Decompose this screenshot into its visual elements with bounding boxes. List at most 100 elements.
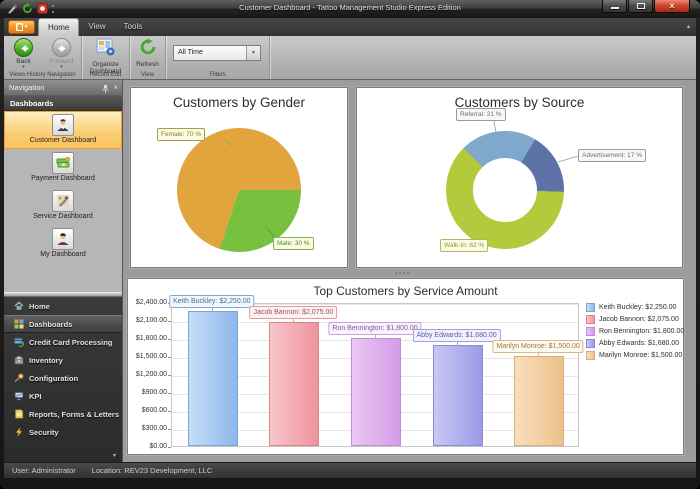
bar-jacob-bannon[interactable]: [269, 321, 320, 446]
chart-title: Top Customers by Service Amount: [313, 284, 498, 298]
dashboard-list: Customer Dashboard Payment Dashboard Ser…: [4, 111, 122, 292]
tattoo-machine-icon[interactable]: [7, 3, 18, 14]
maximize-button[interactable]: [628, 0, 653, 13]
callout-leader: [538, 351, 540, 357]
security-lightning-icon: [15, 427, 23, 437]
menu-item-kpi[interactable]: KPI: [4, 387, 122, 405]
source-donut-chart[interactable]: [440, 125, 570, 255]
records-icon[interactable]: [37, 3, 48, 14]
customers-by-gender-panel: Customers by Gender Female: 70 % Male: 3…: [130, 87, 348, 268]
dashboards-section-header: Dashboards: [4, 96, 122, 111]
gender-pie-chart[interactable]: [174, 125, 304, 255]
close-icon: ×: [669, 1, 675, 11]
bar-ron-bennington[interactable]: [351, 338, 401, 446]
slice-walk-in[interactable]: [446, 131, 564, 249]
dashboard-surface: Customers by Gender Female: 70 % Male: 3…: [123, 80, 696, 462]
group-views-history-navigation: Back ▾ Forward ▾ Views History Navigatio…: [4, 36, 82, 79]
y-tick-label: $1,500.00: [135, 353, 167, 360]
minimize-button[interactable]: [602, 0, 627, 13]
ribbon-tabs: Home View Tools: [38, 18, 151, 36]
tab-home[interactable]: Home: [38, 18, 80, 36]
time-filter-combobox[interactable]: All Time ▾: [173, 45, 261, 61]
refresh-icon[interactable]: [22, 3, 33, 14]
callout-advertisement: Advertisement: 17 %: [578, 149, 646, 162]
dashboards-icon: [14, 319, 24, 329]
y-tick-mark: [168, 411, 171, 412]
combobox-value: All Time: [178, 49, 203, 56]
legend-item[interactable]: Abby Edwards: $1,680.00: [586, 337, 684, 349]
panel-splitter[interactable]: [4, 292, 122, 297]
forward-button[interactable]: Forward ▾: [45, 38, 79, 79]
home-icon: [14, 301, 24, 310]
group-label: Filters: [209, 72, 226, 78]
legend-swatch: [586, 326, 595, 336]
ribbon-spacer: [270, 36, 696, 79]
refresh-icon: [140, 38, 155, 55]
legend-item[interactable]: Keith Buckley: $2,250.00: [586, 301, 684, 313]
chevron-down-icon[interactable]: ▾: [246, 46, 260, 60]
y-tick-label: $1,800.00: [135, 335, 167, 342]
tab-view[interactable]: View: [88, 22, 106, 31]
y-tick-label: $2,100.00: [135, 317, 167, 324]
forward-icon: [52, 38, 71, 57]
bar-plot-area: [171, 303, 579, 447]
organize-dashboard-button[interactable]: Organize Dashboard: [82, 38, 129, 75]
navigation-menu: Home Dashboards Credit Card Processing I…: [4, 297, 122, 462]
callout-leader: [293, 316, 295, 323]
chart-title: Customers by Source: [454, 95, 585, 110]
slice-male[interactable]: [177, 128, 301, 252]
close-panel-icon[interactable]: ×: [113, 83, 118, 92]
top-customers-panel: Top Customers by Service Amount $0.00 $30…: [127, 278, 684, 455]
splitter-handle[interactable]: [391, 271, 413, 274]
legend-item[interactable]: Marilyn Monroe: $1,500.00: [586, 349, 684, 361]
legend-swatch: [586, 302, 595, 312]
legend-label: Abby Edwards: $1,680.00: [599, 339, 680, 347]
application-menu-button[interactable]: ▾: [8, 20, 35, 34]
callout-male: Male: 30 %: [273, 237, 314, 250]
pin-icon[interactable]: [102, 83, 109, 93]
collapse-ribbon-icon[interactable]: ▴: [686, 24, 690, 30]
bar-callout-marilyn-monroe: Marilyn Monroe: $1,500.00: [492, 340, 584, 353]
bar-marilyn-monroe[interactable]: [514, 356, 565, 446]
menu-item-security[interactable]: Security: [4, 423, 122, 441]
maximize-icon: [636, 3, 645, 9]
menu-item-home[interactable]: Home: [4, 297, 122, 315]
legend-item[interactable]: Ron Bennington: $1,800.00: [586, 325, 684, 337]
nav-item-customer-dashboard[interactable]: Customer Dashboard: [4, 111, 122, 149]
inventory-box-icon: [14, 355, 24, 365]
menu-item-configuration[interactable]: Configuration: [4, 369, 122, 387]
y-tick-mark: [168, 375, 171, 376]
menu-item-credit-card-processing[interactable]: Credit Card Processing: [4, 333, 122, 351]
titlebar: Customer Dashboard - Tattoo Management S…: [0, 0, 700, 18]
bar-abby-edwards[interactable]: [432, 345, 483, 446]
chevron-down-icon[interactable]: ▾: [112, 453, 116, 459]
nav-item-my-dashboard[interactable]: My Dashboard: [4, 225, 122, 263]
y-tick-mark: [168, 357, 171, 358]
service-dashboard-icon: [52, 190, 74, 212]
tab-tools[interactable]: Tools: [123, 22, 143, 31]
customers-by-source-panel: Customers by Source Referral: 21 % Adver…: [356, 87, 683, 268]
refresh-button[interactable]: Refresh: [130, 38, 165, 68]
menu-item-dashboards[interactable]: Dashboards: [4, 315, 122, 333]
nav-item-payment-dashboard[interactable]: Payment Dashboard: [4, 149, 122, 187]
back-button[interactable]: Back ▾: [7, 38, 41, 79]
nav-item-service-dashboard[interactable]: Service Dashboard: [4, 187, 122, 225]
qat-overflow-icon[interactable]: [52, 4, 54, 13]
legend-label: Jacob Bannon: $2,075.00: [599, 315, 679, 323]
callout-leader: [211, 306, 213, 312]
y-tick-label: $0.00: [149, 443, 167, 450]
menu-item-inventory[interactable]: Inventory: [4, 351, 122, 369]
close-button[interactable]: ×: [654, 0, 690, 13]
y-tick-label: $2,400.00: [135, 299, 167, 306]
bar-callout-ron-bennington: Ron Bennington: $1,800.00: [328, 322, 422, 335]
legend-label: Ron Bennington: $1,800.00: [599, 327, 685, 335]
group-filters: All Time ▾ Filters: [166, 36, 270, 79]
chevron-down-icon: ▾: [24, 23, 28, 30]
legend-swatch: [586, 350, 595, 360]
app-menu-icon: [15, 23, 23, 31]
legend-item[interactable]: Jacob Bannon: $2,075.00: [586, 313, 684, 325]
window-title: Customer Dashboard - Tattoo Management S…: [239, 3, 461, 12]
menu-item-reports-forms-letters[interactable]: Reports, Forms & Letters: [4, 405, 122, 423]
bar-keith-buckley[interactable]: [187, 311, 238, 446]
